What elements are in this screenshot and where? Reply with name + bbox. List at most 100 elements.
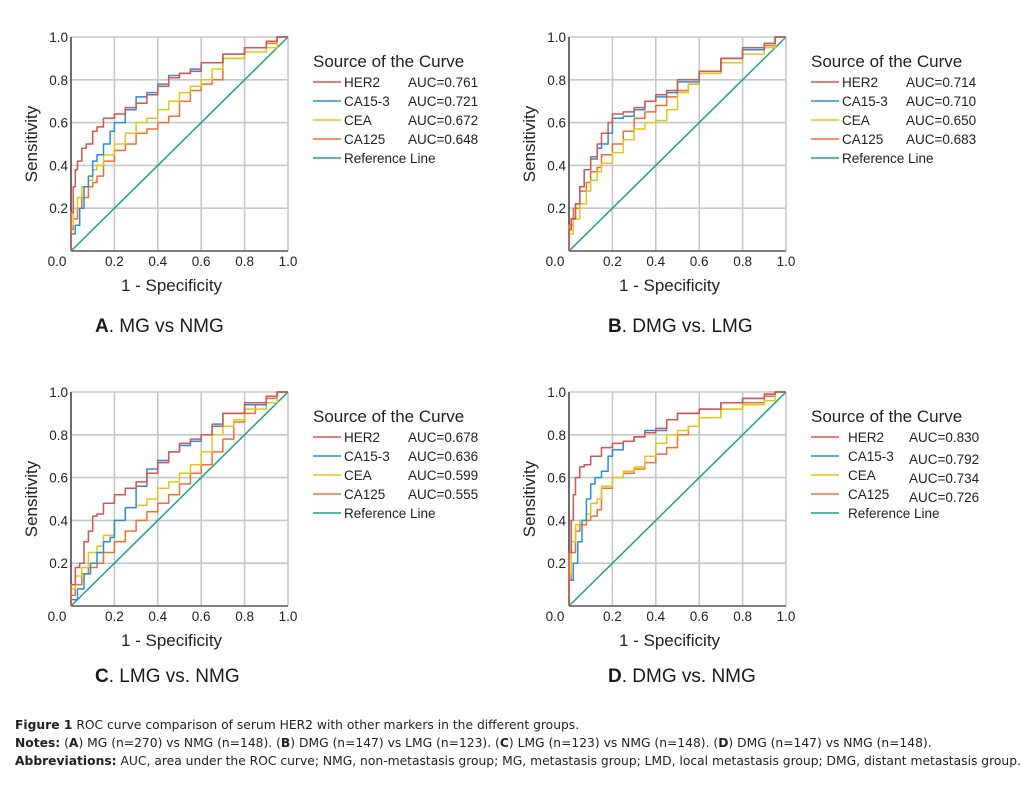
- legend-item: CA125 AUC=0.648: [313, 132, 478, 147]
- notes-panel-letter: B: [280, 736, 291, 750]
- roc-chart-b: 0.0 0.2 0.4 0.6 0.8 1.0 0.2 0.4 0.6 0.8 1.0 1 - Spe…: [520, 30, 977, 295]
- panel-title-b: B. DMG vs. LMG: [608, 316, 753, 337]
- roc-curve-cea: [70, 391, 288, 606]
- y-axis-label: Sensitivity: [520, 105, 539, 182]
- y-tick-label: 0.6: [547, 116, 566, 131]
- legend-item: CA15-3 AUC=0.636: [313, 449, 478, 464]
- y-tick-label: 0.4: [547, 513, 566, 528]
- x-tick-label: 0.6: [690, 609, 709, 624]
- roc-panel-b: 0.0 0.2 0.4 0.6 0.8 1.0 0.2 0.4 0.6 0.8 1.0 1 - Spe…: [498, 20, 1018, 350]
- y-tick-label: 0.6: [49, 471, 68, 486]
- legend-auc-value: AUC=0.830: [909, 430, 979, 445]
- y-axis-label: Sensitivity: [22, 105, 41, 182]
- legend-series-name: CA15-3: [344, 449, 390, 464]
- x-axis-label: 1 - Specificity: [619, 631, 721, 650]
- x-tick-label: 0.0: [48, 609, 67, 624]
- y-tick-label: 0.2: [547, 201, 566, 216]
- abbreviations-label: Abbreviations:: [15, 754, 117, 768]
- x-tick-label: 1.0: [279, 254, 298, 269]
- legend-item: CEA AUC=0.650: [811, 113, 976, 128]
- roc-curve-reference-line: [70, 36, 289, 252]
- y-tick-label: 1.0: [49, 385, 68, 400]
- x-tick-label: 0.6: [192, 254, 211, 269]
- y-tick-label: 0.4: [547, 158, 566, 173]
- panel-title-text: DMG vs. LMG: [632, 316, 753, 337]
- x-tick-label: 0.2: [105, 609, 124, 624]
- legend-auc-value: AUC=0.734: [909, 471, 980, 486]
- y-tick-label: 0.8: [49, 73, 68, 88]
- legend-item: HER2 AUC=0.830: [811, 430, 979, 445]
- roc-curve-her2: [568, 36, 786, 251]
- legend-item: Reference Line: [811, 151, 934, 166]
- legend-series-name: CA125: [848, 487, 889, 502]
- x-tick-label: 0.6: [192, 609, 211, 624]
- roc-curve-reference-line: [568, 36, 787, 252]
- panel-title-c: C. LMG vs. NMG: [95, 666, 240, 687]
- roc-curve-reference-line: [568, 391, 787, 607]
- legend-title: Source of the Curve: [313, 407, 464, 426]
- x-tick-label: 0.4: [148, 254, 167, 269]
- notes-panel-letter: A: [68, 736, 79, 750]
- legend-item: Reference Line: [811, 506, 940, 521]
- legend-auc-value: AUC=0.761: [408, 75, 478, 90]
- panel-title-text: LMG vs. NMG: [119, 666, 240, 687]
- roc-curve-cea: [568, 36, 786, 251]
- legend: Source of the Curve HER2 AUC=0.678 CA15-3 AU…: [313, 407, 478, 521]
- y-tick-label: 1.0: [547, 385, 566, 400]
- legend-series-name: CEA: [344, 468, 372, 483]
- roc-chart-c: 0.0 0.2 0.4 0.6 0.8 1.0 0.2 0.4 0.6 0.8 1.0 1 - Spe…: [22, 385, 478, 650]
- y-axis-label: Sensitivity: [22, 460, 41, 537]
- roc-curve-her2: [568, 391, 786, 606]
- x-tick-label: 0.4: [646, 609, 665, 624]
- legend-series-name: CA125: [344, 487, 385, 502]
- notes-panel-letter: D: [718, 736, 729, 750]
- x-tick-label: 0.0: [48, 254, 67, 269]
- legend-auc-value: AUC=0.721: [408, 94, 478, 109]
- panel-letter: D: [608, 666, 622, 687]
- legend-item: CA125 AUC=0.726: [811, 487, 979, 505]
- y-tick-label: 0.4: [49, 513, 68, 528]
- x-tick-label: 0.4: [148, 609, 167, 624]
- legend-item: Reference Line: [313, 151, 436, 166]
- y-tick-label: 0.8: [49, 428, 68, 443]
- x-axis-label: 1 - Specificity: [121, 276, 223, 295]
- y-tick-label: 0.6: [49, 116, 68, 131]
- legend-auc-value: AUC=0.710: [906, 94, 976, 109]
- legend-auc-value: AUC=0.678: [408, 430, 478, 445]
- legend-item: CA125 AUC=0.555: [313, 487, 478, 502]
- legend: Source of the Curve HER2 AUC=0.714 CA15-3 AU…: [811, 52, 977, 166]
- roc-curve-reference-line: [70, 391, 289, 607]
- legend-item: HER2 AUC=0.678: [313, 430, 478, 445]
- legend-item: CEA AUC=0.734: [811, 468, 980, 486]
- panel-letter: B: [608, 316, 622, 337]
- legend-item: CEA AUC=0.672: [313, 113, 478, 128]
- legend-series-name: Reference Line: [344, 151, 436, 166]
- panel-letter: C: [95, 666, 109, 687]
- legend-series-name: HER2: [848, 430, 884, 445]
- plot-area: [70, 391, 289, 607]
- grid: [70, 36, 289, 252]
- x-tick-label: 0.0: [546, 254, 565, 269]
- x-tick-label: 1.0: [279, 609, 298, 624]
- panel-letter: A: [95, 316, 109, 337]
- legend-series-name: Reference Line: [842, 151, 934, 166]
- legend-series-name: HER2: [344, 75, 380, 90]
- legend-item: HER2 AUC=0.761: [313, 75, 478, 90]
- legend: Source of the Curve HER2 AUC=0.830 CA15-3 AU…: [811, 407, 980, 521]
- x-tick-label: 0.8: [733, 609, 752, 624]
- notes-segment: ) LMG (n=123) vs NMG (n=148). (: [508, 736, 719, 750]
- x-tick-label: 0.8: [733, 254, 752, 269]
- figure-label: Figure 1: [15, 718, 73, 732]
- abbreviations-text: AUC, area under the ROC curve; NMG, non-…: [116, 754, 1021, 768]
- x-tick-label: 0.2: [105, 254, 124, 269]
- x-tick-label: 1.0: [777, 254, 796, 269]
- legend-item: CA15-3 AUC=0.792: [811, 449, 979, 467]
- legend-auc-value: AUC=0.683: [906, 132, 976, 147]
- legend-series-name: CA125: [842, 132, 883, 147]
- x-tick-label: 0.4: [646, 254, 665, 269]
- x-tick-label: 0.2: [603, 609, 622, 624]
- y-tick-label: 1.0: [49, 30, 68, 45]
- roc-panel-c: 0.0 0.2 0.4 0.6 0.8 1.0 0.2 0.4 0.6 0.8 1.0 1 - Spe…: [0, 375, 500, 705]
- notes-segment: ) DMG (n=147) vs LMG (n=123). (: [290, 736, 500, 750]
- figure-caption: Figure 1 ROC curve comparison of serum H…: [15, 716, 1021, 770]
